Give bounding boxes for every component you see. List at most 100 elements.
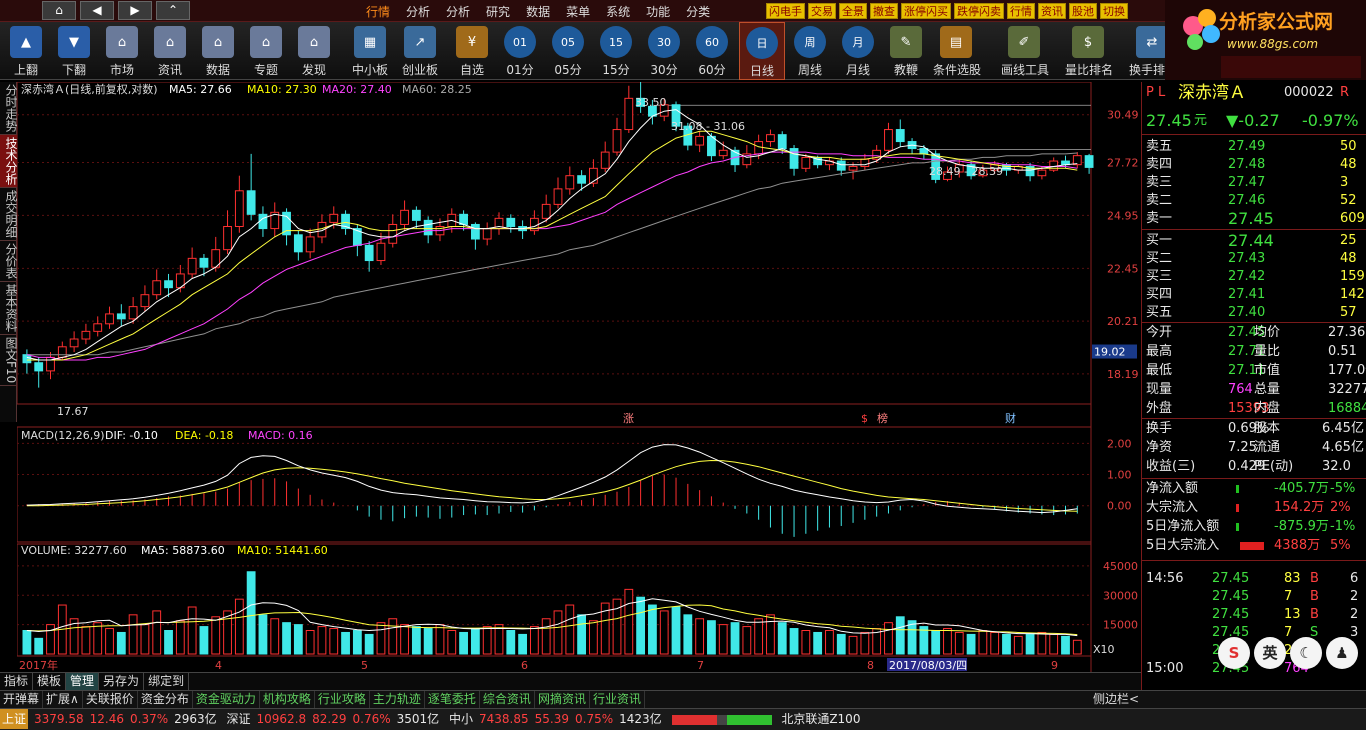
candle-body[interactable] <box>931 153 941 180</box>
candle-body[interactable] <box>187 257 197 275</box>
candle-body[interactable] <box>789 148 799 169</box>
toolbar-button-21[interactable]: $ 量比排名 <box>1065 22 1113 80</box>
menu-item[interactable]: 系统 <box>606 4 631 19</box>
candle-body[interactable] <box>128 306 138 320</box>
candle-body[interactable] <box>836 160 846 171</box>
candle-body[interactable] <box>470 223 480 240</box>
quick-button[interactable]: 涨停闪买 <box>901 3 951 19</box>
info-tab[interactable]: 资金分布 <box>138 691 193 708</box>
toolbar-button-12[interactable]: 15 15分 <box>593 22 639 80</box>
menu-item[interactable]: 数据 <box>526 4 551 19</box>
candle-body[interactable] <box>199 257 209 268</box>
quick-button[interactable]: 全景 <box>839 3 867 19</box>
candle-body[interactable] <box>1072 155 1082 166</box>
candle-body[interactable] <box>270 211 280 230</box>
candle-body[interactable] <box>777 134 787 150</box>
candle-body[interactable] <box>116 313 126 320</box>
candle-body[interactable] <box>860 158 870 167</box>
event-mark[interactable]: 涨 <box>623 412 634 425</box>
event-mark[interactable]: 榜 <box>877 411 888 425</box>
forward-button[interactable]: ▶ <box>118 1 152 20</box>
toolbar-button-10[interactable]: 01 01分 <box>497 22 543 80</box>
candle-body[interactable] <box>234 190 244 228</box>
menu-item[interactable]: 研究 <box>486 4 511 19</box>
candle-body[interactable] <box>22 354 32 364</box>
candle-body[interactable] <box>459 213 468 225</box>
left-tab[interactable]: 分时走势 <box>0 82 18 135</box>
candle-body[interactable] <box>695 135 705 146</box>
candle-body[interactable] <box>81 330 91 340</box>
candle-body[interactable] <box>400 209 409 225</box>
candle-body[interactable] <box>801 156 811 169</box>
candle-body[interactable] <box>376 242 386 262</box>
left-tab[interactable]: 成交明细 <box>0 188 18 241</box>
candle-body[interactable] <box>223 226 232 251</box>
candle-body[interactable] <box>966 164 976 177</box>
candle-body[interactable] <box>329 213 339 223</box>
toolbar-button-3[interactable]: ⌂ 资讯 <box>147 22 193 80</box>
candle-body[interactable] <box>105 313 114 325</box>
candle-body[interactable] <box>848 165 858 171</box>
candle-body[interactable] <box>506 217 516 228</box>
candle-body[interactable] <box>600 151 610 169</box>
candle-body[interactable] <box>293 234 303 253</box>
candle-body[interactable] <box>978 169 988 177</box>
toolbar-button-11[interactable]: 05 05分 <box>545 22 591 80</box>
candle-body[interactable] <box>742 153 752 166</box>
toolbar-button-19[interactable]: ▤ 条件选股 <box>933 22 981 80</box>
menu-item[interactable]: 行情 <box>366 4 391 19</box>
back-button[interactable]: ◀ <box>80 1 114 20</box>
candle-body[interactable] <box>341 213 350 230</box>
candle-body[interactable] <box>872 149 882 160</box>
left-tab[interactable]: 分价表 <box>0 241 18 282</box>
candle-body[interactable] <box>164 280 173 289</box>
info-tab[interactable]: 扩展∧ <box>43 691 83 708</box>
left-tab[interactable]: 图文F10 <box>0 335 18 387</box>
quick-button[interactable]: 资讯 <box>1038 3 1066 19</box>
quick-button[interactable]: 行情 <box>1007 3 1035 19</box>
candle-body[interactable] <box>140 294 150 308</box>
candle-body[interactable] <box>1025 165 1035 177</box>
home-button[interactable]: ⌂ <box>42 1 76 20</box>
candle-body[interactable] <box>305 236 315 253</box>
candle-body[interactable] <box>671 104 681 127</box>
candle-body[interactable] <box>541 203 551 219</box>
toolbar-button-1[interactable]: ▼ 下翻 <box>51 22 97 80</box>
candle-body[interactable] <box>282 211 291 236</box>
skin-icon[interactable]: ♟ <box>1326 637 1358 669</box>
info-tab[interactable]: 机构攻略 <box>260 691 315 708</box>
collapse-button[interactable]: ⌃ <box>156 1 190 20</box>
sh-index-label[interactable]: 上证 <box>0 709 29 729</box>
info-tab[interactable]: 行业资讯 <box>590 691 645 708</box>
info-tab[interactable]: 开弹幕 <box>0 691 44 708</box>
menu-item[interactable]: 菜单 <box>566 4 591 19</box>
server-name[interactable]: 北京联通Z100 <box>781 712 861 726</box>
event-mark[interactable]: 财 <box>1005 411 1016 425</box>
candle-body[interactable] <box>364 244 374 262</box>
ime-english-icon[interactable]: 英 <box>1254 637 1286 669</box>
menu-item[interactable]: 分析 <box>446 4 471 19</box>
night-mode-icon[interactable]: ☾ <box>1290 637 1322 669</box>
toolbar-button-5[interactable]: ⌂ 专题 <box>243 22 289 80</box>
quick-button[interactable]: 闪电手 <box>766 3 805 19</box>
candle-body[interactable] <box>612 129 622 153</box>
zx-index-label[interactable]: 中小 <box>449 712 474 726</box>
quick-button[interactable]: 跌停闪卖 <box>954 3 1004 19</box>
candle-body[interactable] <box>553 188 563 205</box>
candle-body[interactable] <box>423 219 433 236</box>
k-line-chart[interactable]: 30.49 27.72 24.95 22.45 20.21 18.19 19.02 深赤湾Ａ(… <box>16 67 1141 672</box>
info-tab[interactable]: 综合资讯 <box>480 691 535 708</box>
candle-body[interactable] <box>69 338 79 348</box>
left-tab[interactable]: 技术分析 <box>0 135 18 188</box>
chart-bottom-tab[interactable]: 指标 <box>0 673 34 690</box>
candle-body[interactable] <box>152 280 162 296</box>
toolbar-button-20[interactable]: ✐ 画线工具 <box>1001 22 1049 80</box>
quick-button[interactable]: 撤查 <box>870 3 898 19</box>
candle-body[interactable] <box>707 135 716 157</box>
toolbar-button-15[interactable]: 日日线 <box>739 22 785 80</box>
toolbar-button-9[interactable]: ¥ 自选 <box>449 22 495 80</box>
candle-body[interactable] <box>1037 169 1047 177</box>
candle-body[interactable] <box>482 228 492 240</box>
sz-index-label[interactable]: 深证 <box>226 712 251 726</box>
candle-body[interactable] <box>565 175 575 190</box>
